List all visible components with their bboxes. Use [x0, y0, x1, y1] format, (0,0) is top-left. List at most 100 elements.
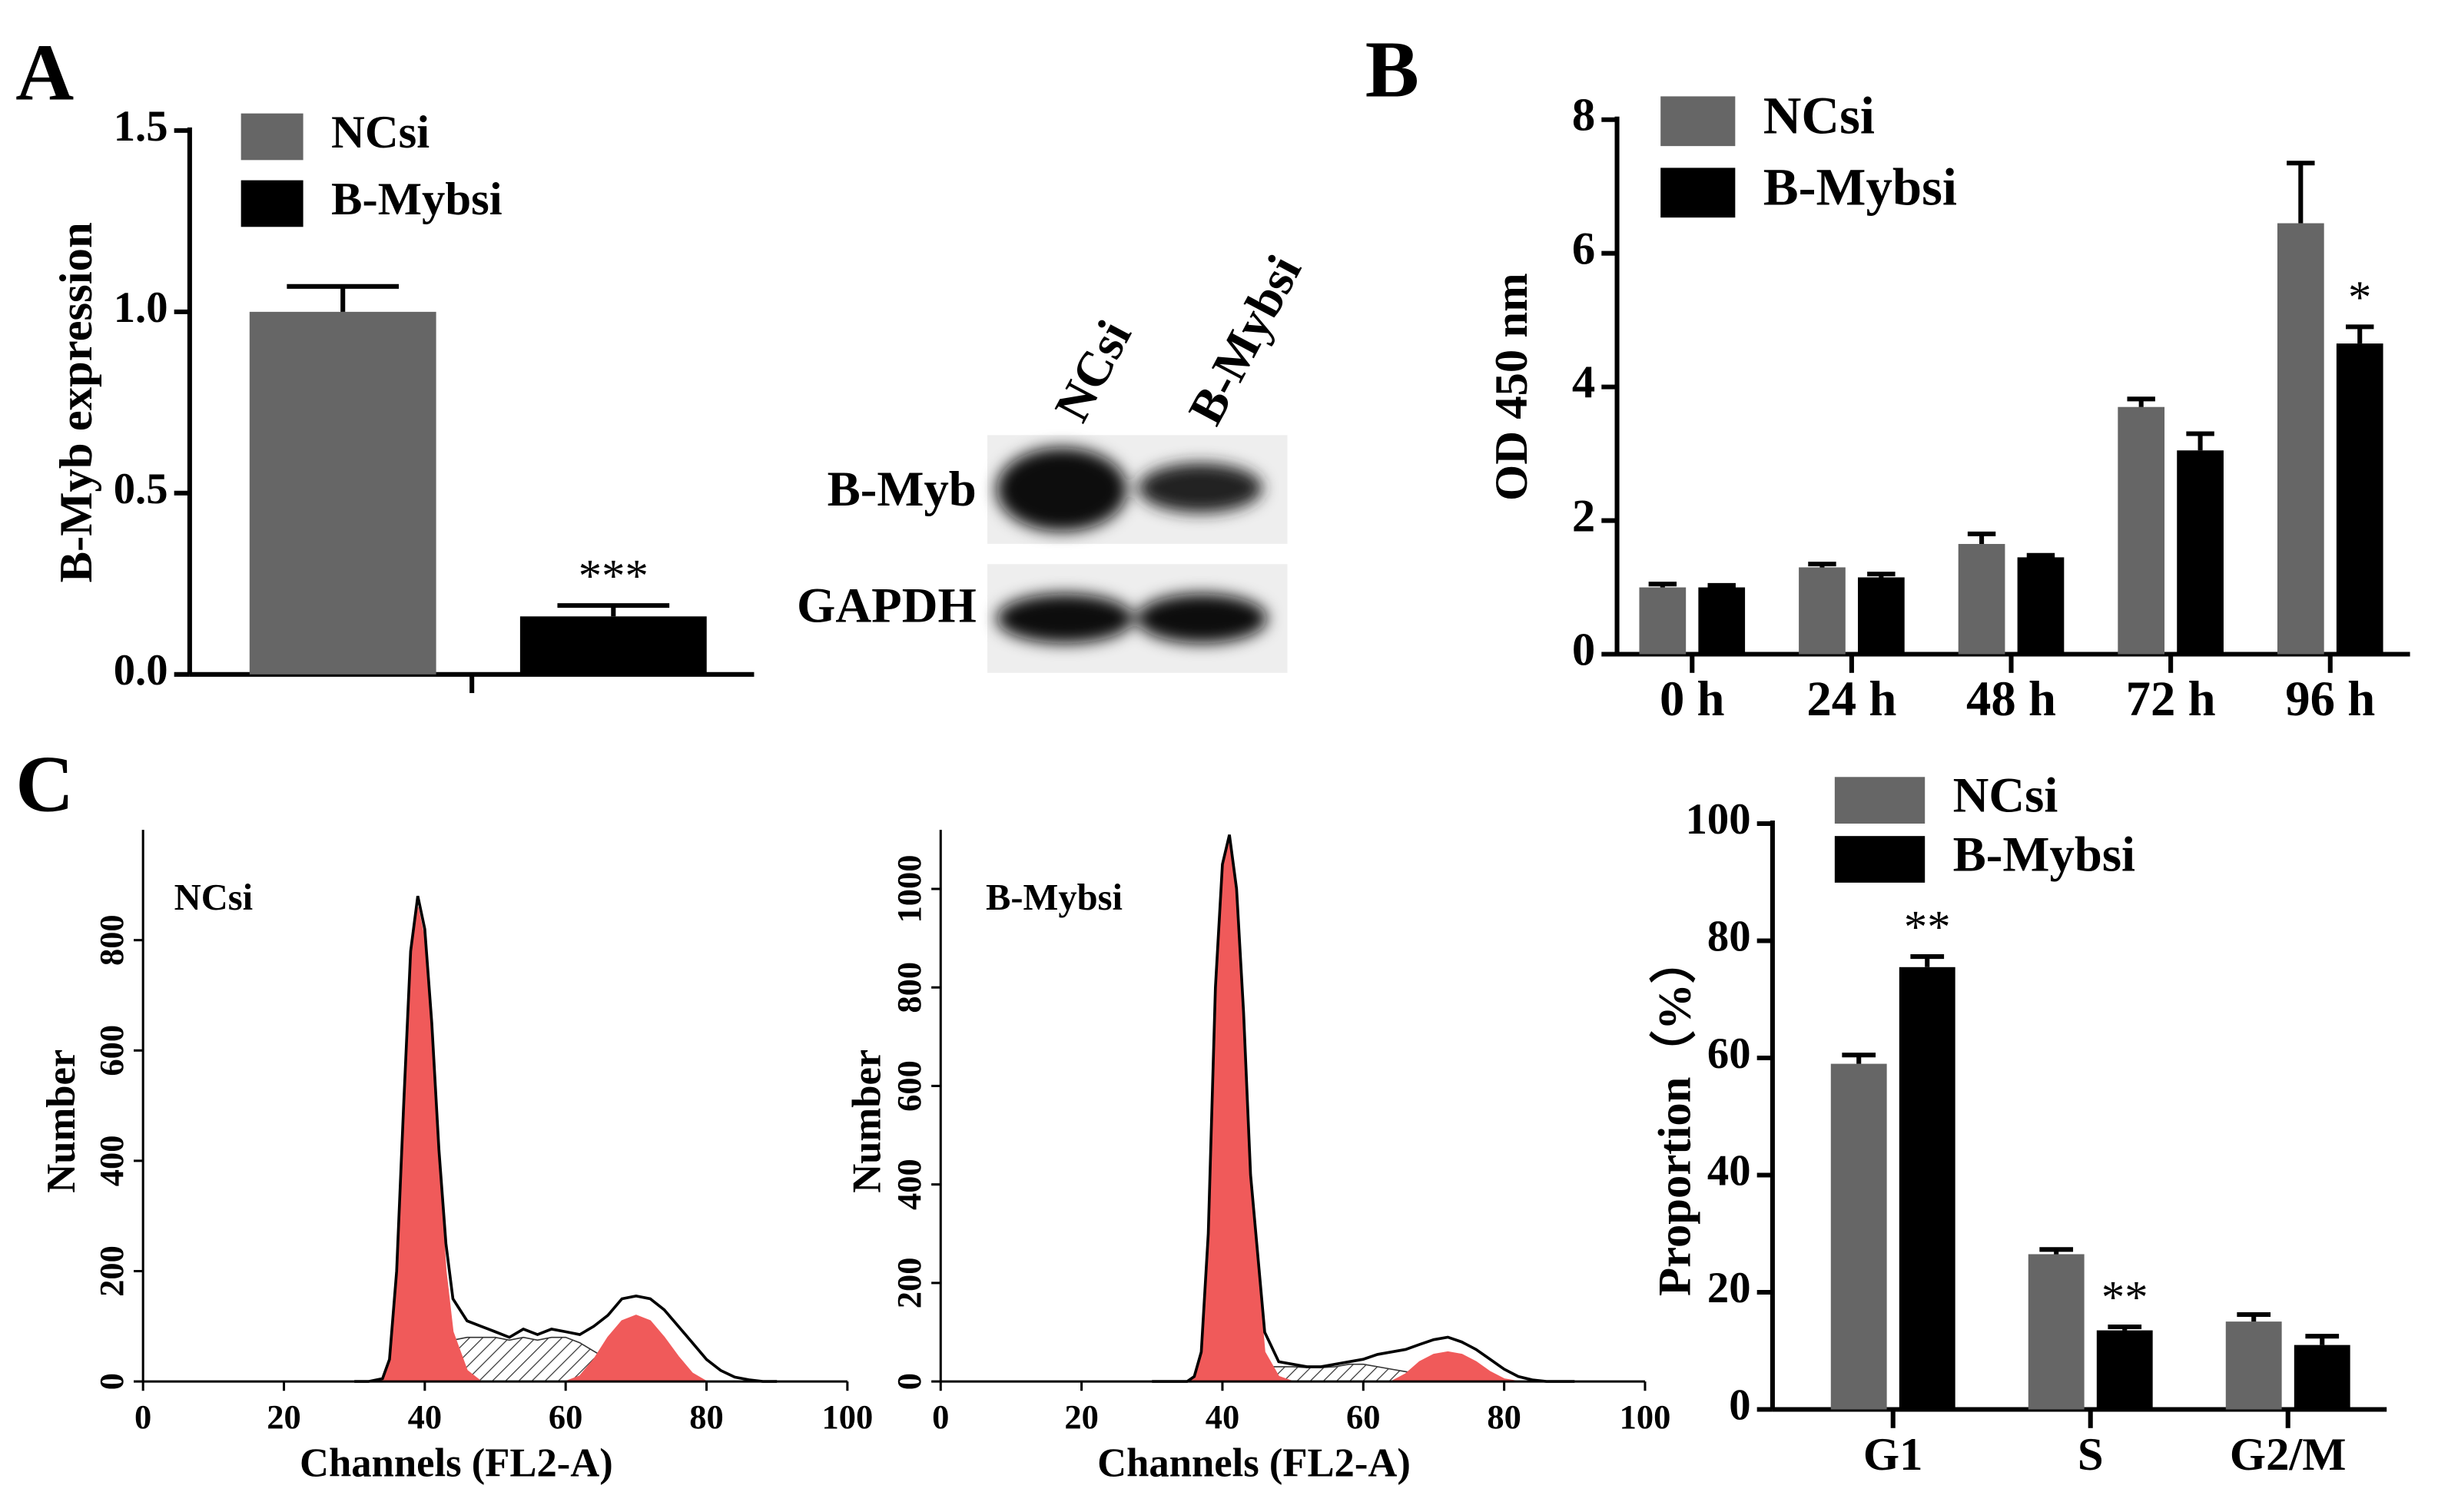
legend-swatch — [1660, 167, 1736, 218]
x-tick-label: 40 — [408, 1398, 443, 1436]
x-tick-label: G1 — [1863, 1429, 1923, 1480]
x-axis-label: Channels (FL2-A) — [300, 1441, 613, 1485]
y-tick-label: 2 — [1572, 491, 1595, 542]
y-axis-label: OD 450 nm — [1486, 273, 1537, 501]
inset-label: NCsi — [174, 877, 254, 918]
x-tick-label: 100 — [821, 1398, 873, 1436]
x-tick-label: G2/M — [2230, 1429, 2347, 1480]
y-tick-label: 0 — [1572, 624, 1595, 675]
bar — [2017, 557, 2065, 655]
panel-label: C — [15, 739, 74, 829]
x-tick-label: 0 — [932, 1398, 949, 1436]
y-axis-label: B-Myb expression — [51, 222, 102, 582]
legend-label: B-Mybsi — [1763, 158, 1957, 217]
bar — [1799, 567, 1846, 655]
area-fill — [354, 1315, 778, 1382]
legend-swatch — [1834, 836, 1926, 883]
x-tick-label: 0 h — [1660, 671, 1725, 727]
significance: ** — [1904, 902, 1951, 953]
y-tick-label: 80 — [1707, 913, 1751, 960]
legend-swatch — [1660, 96, 1736, 147]
bar — [1958, 544, 2005, 655]
bar — [1857, 577, 1905, 655]
error-bar — [1967, 531, 1996, 545]
y-tick-label: 40 — [1707, 1148, 1751, 1195]
legend-swatch — [1834, 777, 1926, 824]
blot-band — [1136, 593, 1268, 644]
area-fill — [1152, 1351, 1575, 1382]
inset-label: B-Mybsi — [986, 877, 1123, 918]
y-tick-label: 100 — [1686, 796, 1751, 844]
error-bar — [557, 603, 670, 617]
x-tick-label: 20 — [1064, 1398, 1099, 1436]
bar — [2177, 450, 2224, 655]
significance: ** — [2101, 1272, 2148, 1324]
significance: *** — [579, 551, 648, 602]
error-bar — [2287, 161, 2315, 224]
bar — [1830, 1063, 1887, 1410]
legend-label: NCsi — [331, 107, 430, 158]
y-tick-label: 200 — [890, 1258, 928, 1309]
y-axis-label: Proportion（%） — [1648, 937, 1700, 1296]
y-tick-label: 20 — [1707, 1265, 1751, 1312]
x-tick-label: 0 — [134, 1398, 151, 1436]
legend-label: B-Mybsi — [1953, 827, 2135, 882]
histogram-line — [354, 895, 778, 1383]
lane-label: B-Mybsi — [1178, 247, 1312, 433]
x-tick-label: 40 — [1206, 1398, 1240, 1436]
y-tick-label: 0.0 — [114, 647, 168, 695]
histogram-line — [1152, 834, 1575, 1383]
y-tick-label: 60 — [1707, 1030, 1751, 1078]
error-bar — [1842, 1053, 1876, 1064]
y-tick-label: 600 — [890, 1060, 928, 1112]
row-label: B-Myb — [828, 462, 977, 517]
error-bar — [2305, 1334, 2340, 1345]
x-tick-label: 72 h — [2126, 671, 2216, 727]
x-tick-label: 60 — [1346, 1398, 1381, 1436]
significance: * — [2348, 272, 2371, 323]
error-bar — [1648, 582, 1677, 588]
y-tick-label: 1.5 — [114, 103, 168, 151]
x-tick-label: 48 h — [1966, 671, 2056, 727]
legend-swatch — [240, 180, 304, 227]
error-bar — [2039, 1247, 2074, 1255]
error-bar — [1808, 562, 1836, 568]
area-fill — [1152, 839, 1575, 1382]
blot-band — [1138, 463, 1263, 513]
x-tick-label: 80 — [1487, 1398, 1521, 1436]
lane-label: NCsi — [1044, 312, 1143, 430]
y-tick-label: 1.0 — [114, 284, 168, 332]
bar — [2225, 1321, 2282, 1410]
bar — [519, 616, 707, 675]
y-tick-label: 400 — [92, 1136, 131, 1187]
blot-band — [997, 593, 1134, 644]
bar — [1698, 587, 1746, 655]
x-tick-label: 80 — [689, 1398, 724, 1436]
y-tick-label: 4 — [1572, 357, 1595, 409]
legend-swatch — [240, 113, 304, 161]
error-bar — [1707, 582, 1736, 588]
x-tick-label: S — [2078, 1429, 2104, 1480]
x-tick-label: 96 h — [2285, 671, 2375, 727]
y-axis-label: Number — [39, 1049, 84, 1193]
legend-label: B-Mybsi — [331, 174, 503, 225]
y-tick-label: 0 — [890, 1373, 928, 1390]
error-bar — [287, 284, 400, 312]
x-tick-label: 60 — [549, 1398, 583, 1436]
x-axis-label: Channels (FL2-A) — [1097, 1441, 1411, 1485]
panel-label: A — [15, 27, 74, 117]
error-bar — [2186, 431, 2214, 451]
bar — [2096, 1330, 2153, 1410]
bar — [2277, 223, 2324, 655]
error-bar — [1910, 954, 1945, 967]
x-tick-label: 20 — [267, 1398, 301, 1436]
error-bar — [1867, 572, 1896, 578]
legend-label: NCsi — [1953, 768, 2058, 824]
y-tick-label: 200 — [92, 1245, 131, 1297]
bar — [249, 311, 436, 675]
bar — [2028, 1254, 2085, 1410]
western-blot: NCsi B-Mybsi B-Myb GAPDH — [797, 247, 1312, 673]
error-bar — [2026, 552, 2055, 558]
legend-label: NCsi — [1763, 87, 1875, 145]
